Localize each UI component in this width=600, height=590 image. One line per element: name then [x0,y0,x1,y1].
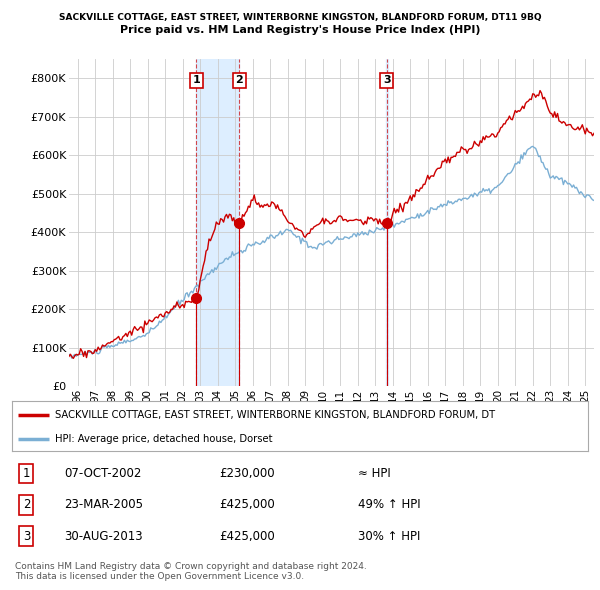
Text: 49% ↑ HPI: 49% ↑ HPI [358,499,420,512]
Text: £425,000: £425,000 [220,499,275,512]
Text: Price paid vs. HM Land Registry's House Price Index (HPI): Price paid vs. HM Land Registry's House … [120,25,480,35]
Text: £230,000: £230,000 [220,467,275,480]
Text: Contains HM Land Registry data © Crown copyright and database right 2024.
This d: Contains HM Land Registry data © Crown c… [15,562,367,581]
Bar [196,59,239,386]
Text: 07-OCT-2002: 07-OCT-2002 [64,467,141,480]
Text: HPI: Average price, detached house, Dorset: HPI: Average price, detached house, Dors… [55,434,272,444]
Text: 23-MAR-2005: 23-MAR-2005 [64,499,143,512]
Text: 1: 1 [23,467,30,480]
Text: £425,000: £425,000 [220,530,275,543]
Text: 1: 1 [193,76,200,86]
Text: 2: 2 [235,76,243,86]
Text: ≈ HPI: ≈ HPI [358,467,391,480]
Bar [386,59,388,386]
Text: 30% ↑ HPI: 30% ↑ HPI [358,530,420,543]
Text: 3: 3 [23,530,30,543]
Text: SACKVILLE COTTAGE, EAST STREET, WINTERBORNE KINGSTON, BLANDFORD FORUM, DT: SACKVILLE COTTAGE, EAST STREET, WINTERBO… [55,410,496,420]
Text: 3: 3 [383,76,391,86]
Text: 30-AUG-2013: 30-AUG-2013 [64,530,142,543]
Text: 2: 2 [23,499,30,512]
Text: SACKVILLE COTTAGE, EAST STREET, WINTERBORNE KINGSTON, BLANDFORD FORUM, DT11 9BQ: SACKVILLE COTTAGE, EAST STREET, WINTERBO… [59,13,541,22]
